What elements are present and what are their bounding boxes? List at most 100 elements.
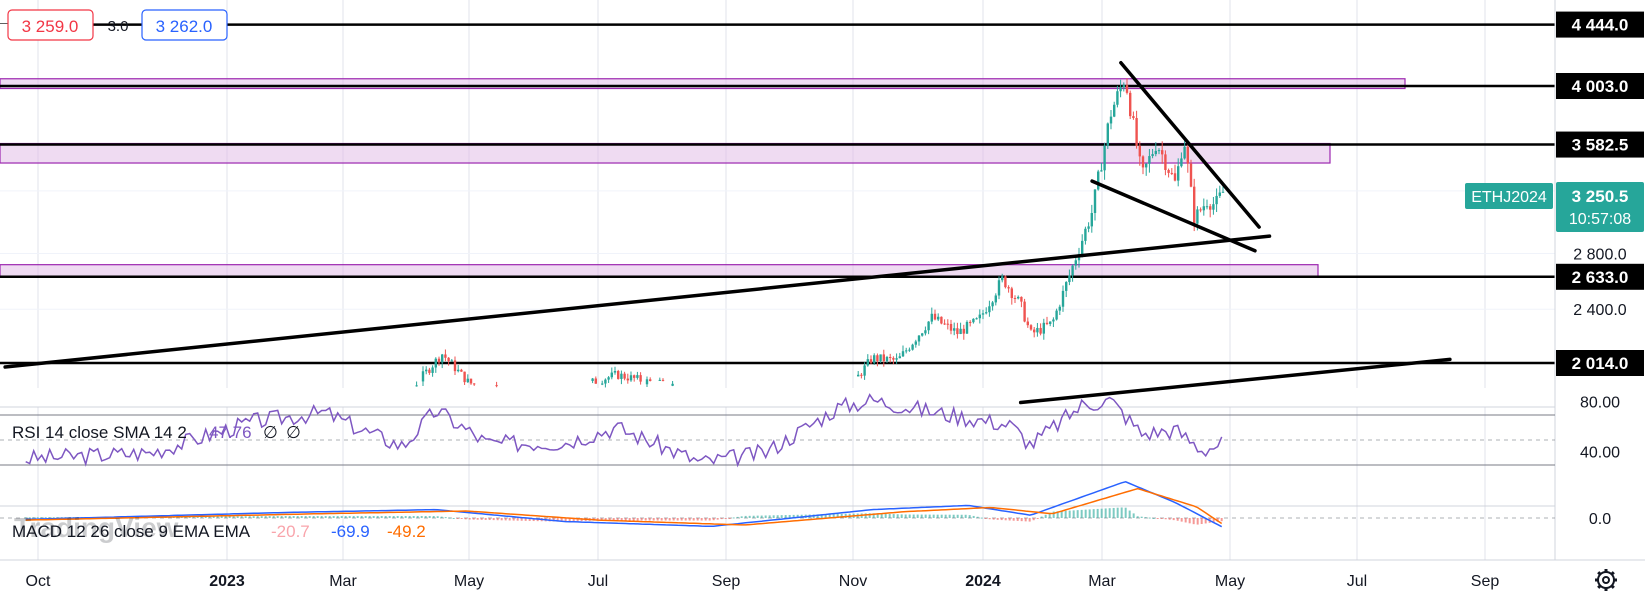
candle[interactable] [425, 366, 428, 375]
candle[interactable] [633, 374, 636, 382]
candle[interactable] [876, 353, 879, 367]
candle[interactable] [879, 354, 882, 363]
macd-signal-line[interactable] [25, 487, 1223, 526]
candle[interactable] [1087, 222, 1090, 233]
candle[interactable] [1157, 148, 1161, 155]
candle[interactable] [610, 367, 613, 380]
candle[interactable] [1138, 141, 1141, 166]
candle[interactable] [1209, 203, 1212, 218]
candle[interactable] [1161, 141, 1164, 164]
candle[interactable] [917, 334, 921, 346]
candle[interactable] [1020, 296, 1023, 308]
candle[interactable] [629, 371, 633, 382]
candle[interactable] [671, 381, 674, 387]
candle[interactable] [431, 365, 434, 377]
candle[interactable] [1132, 111, 1135, 120]
candle[interactable] [898, 352, 901, 359]
candle[interactable] [1033, 326, 1036, 338]
candle[interactable] [428, 367, 431, 375]
rsi-legend[interactable]: RSI 14 close SMA 14 2 47.76 ∅ ∅ [12, 423, 301, 442]
candle[interactable] [457, 365, 460, 373]
candle[interactable] [441, 353, 444, 369]
candle[interactable] [1218, 185, 1221, 198]
candle[interactable] [860, 373, 863, 379]
zone-rectangle[interactable] [0, 78, 1406, 90]
candle[interactable] [873, 353, 876, 365]
candle[interactable] [863, 362, 866, 380]
candle[interactable] [1055, 308, 1058, 321]
candle[interactable] [1212, 196, 1215, 215]
candle[interactable] [620, 370, 623, 385]
candle[interactable] [994, 293, 997, 306]
candle[interactable] [1026, 317, 1029, 328]
candle[interactable] [466, 374, 469, 383]
candle[interactable] [1061, 285, 1065, 312]
candle[interactable] [639, 372, 642, 385]
candle[interactable] [645, 376, 649, 388]
candle[interactable] [604, 378, 607, 388]
candle[interactable] [1141, 155, 1145, 175]
candle[interactable] [649, 377, 652, 382]
buy-sell-widget[interactable]: 3 259.0 3.0 3 262.0 [0, 9, 228, 41]
candle[interactable] [1177, 158, 1180, 187]
buy-button[interactable]: 3 262.0 [141, 9, 228, 41]
candle[interactable] [1068, 269, 1071, 286]
candle[interactable] [613, 366, 617, 375]
candle[interactable] [1151, 148, 1154, 159]
candle[interactable] [1013, 295, 1017, 303]
candle[interactable] [1106, 122, 1109, 149]
candle[interactable] [857, 371, 860, 377]
candle[interactable] [1052, 317, 1055, 328]
macd-legend[interactable]: MACD 12 26 close 9 EMA EMA -20.7 -69.9 -… [12, 522, 426, 541]
candle[interactable] [437, 356, 441, 366]
candle[interactable] [1135, 110, 1138, 149]
candle[interactable] [905, 347, 908, 354]
candle[interactable] [1004, 275, 1007, 289]
candle[interactable] [1170, 168, 1173, 176]
candle[interactable] [882, 349, 885, 367]
candle[interactable] [421, 366, 425, 387]
candle[interactable] [978, 309, 981, 324]
candle[interactable] [981, 309, 985, 320]
candle[interactable] [1186, 142, 1189, 173]
candle[interactable] [991, 300, 994, 311]
candle[interactable] [1090, 204, 1093, 233]
candle[interactable] [1129, 90, 1132, 120]
candle[interactable] [924, 326, 927, 336]
candle[interactable] [658, 377, 661, 381]
candle[interactable] [1049, 321, 1052, 327]
candle[interactable] [1097, 169, 1100, 191]
rsi-line[interactable] [25, 393, 1223, 468]
candle[interactable] [1205, 199, 1209, 210]
candle[interactable] [1007, 285, 1010, 293]
candle[interactable] [1017, 295, 1020, 300]
candle[interactable] [469, 378, 473, 385]
candle[interactable] [953, 322, 956, 336]
candle[interactable] [895, 353, 898, 364]
rsi-pane[interactable] [0, 393, 1555, 468]
candle[interactable] [1036, 322, 1039, 337]
candle[interactable] [1058, 304, 1061, 315]
candle[interactable] [661, 378, 665, 382]
zone-rectangle[interactable] [0, 264, 1319, 278]
candle[interactable] [1084, 226, 1087, 245]
candle[interactable] [943, 319, 946, 325]
candle[interactable] [1103, 142, 1106, 180]
candle[interactable] [1183, 139, 1186, 160]
zone-rectangle[interactable] [0, 142, 1331, 164]
candle[interactable] [1045, 316, 1049, 326]
trendline[interactable] [1090, 179, 1257, 253]
candle[interactable] [1202, 198, 1205, 216]
candle[interactable] [985, 307, 988, 315]
candle[interactable] [1113, 101, 1116, 118]
candle[interactable] [1193, 178, 1196, 232]
macd-pane[interactable] [0, 481, 1555, 528]
candle[interactable] [885, 355, 889, 364]
candle[interactable] [962, 324, 965, 340]
candle[interactable] [1125, 78, 1129, 95]
candle[interactable] [937, 313, 940, 322]
candle[interactable] [1119, 79, 1122, 98]
candle[interactable] [1001, 273, 1004, 283]
settings-icon[interactable] [1595, 569, 1617, 591]
